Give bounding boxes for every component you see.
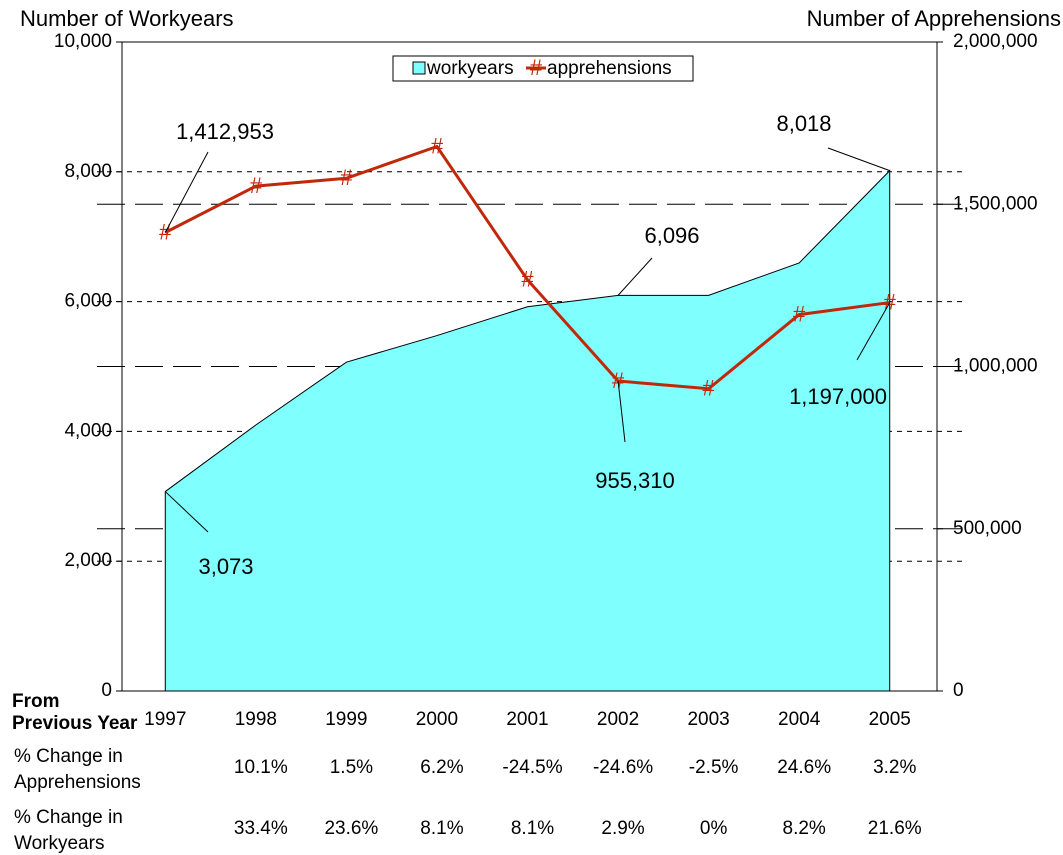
- table-cell: -2.5%: [689, 757, 739, 778]
- x-tick-label: 2005: [869, 709, 911, 730]
- table-cell: -24.5%: [502, 757, 562, 778]
- y-tick-label: 10,000: [54, 31, 112, 52]
- x-tick-label: 1998: [235, 709, 277, 730]
- table-cell: 24.6%: [777, 757, 831, 778]
- marker: #: [521, 267, 534, 292]
- y2-tick-label: 2,000,000: [953, 31, 1038, 52]
- marker: #: [340, 165, 353, 190]
- legend: workyears # apprehensions: [392, 55, 694, 82]
- table-cell: 3.2%: [873, 757, 916, 778]
- y2-tick-label: 0: [953, 680, 964, 701]
- data-label: 1,412,953: [176, 119, 274, 144]
- y-tick-label: 8,000: [64, 161, 112, 182]
- y-tick-label: 2,000: [64, 550, 112, 571]
- y-axis-title: Number of Workyears: [20, 6, 234, 31]
- table-cell: 8.2%: [783, 818, 826, 839]
- leader-line: [856, 302, 891, 361]
- data-label: 3,073: [198, 554, 253, 579]
- y-tick-label: 4,000: [64, 420, 112, 441]
- leader-line: [617, 257, 653, 296]
- legend-swatch: [412, 61, 426, 75]
- leader-line: [164, 491, 209, 533]
- x-tick-label: 1999: [325, 709, 367, 730]
- marker: #: [793, 301, 806, 326]
- table-cell: 10.1%: [234, 757, 288, 778]
- y-tick-label: 6,000: [64, 291, 112, 312]
- row-label: Apprehensions: [14, 772, 141, 793]
- data-label: 1,197,000: [789, 384, 887, 409]
- legend-marker: #: [530, 55, 543, 80]
- x-tick-label: 2004: [778, 709, 821, 730]
- table-title: Previous Year: [12, 713, 138, 734]
- table-cell: 33.4%: [234, 818, 288, 839]
- y2-tick-label: 1,000,000: [953, 356, 1038, 377]
- x-tick-label: 2001: [506, 709, 548, 730]
- leader-line: [617, 380, 626, 443]
- leader-line: [827, 147, 890, 172]
- table-cell: 0%: [700, 818, 728, 839]
- marker: #: [250, 173, 263, 198]
- table-cell: 8.1%: [420, 818, 463, 839]
- leader-line: [164, 151, 209, 233]
- data-label: 8,018: [776, 111, 831, 136]
- y-tick-label: 0: [101, 680, 112, 701]
- data-label: 955,310: [595, 468, 675, 493]
- table-cell: 1.5%: [330, 757, 373, 778]
- row-label: % Change in: [14, 807, 123, 828]
- row-label: Workyears: [14, 833, 104, 854]
- row-label: % Change in: [14, 746, 123, 767]
- table-cell: 6.2%: [420, 757, 463, 778]
- x-tick-label: 2003: [687, 709, 729, 730]
- legend-label: apprehensions: [547, 58, 672, 79]
- area: [164, 169, 891, 692]
- marker: #: [702, 376, 715, 401]
- table-cell: 2.9%: [601, 818, 644, 839]
- table-cell: 21.6%: [868, 818, 922, 839]
- y2-tick-label: 500,000: [953, 518, 1022, 539]
- y2-tick-label: 1,500,000: [953, 193, 1038, 214]
- table-cell: -24.6%: [593, 757, 653, 778]
- marks: ## #### ## #: [159, 133, 897, 692]
- x-tick-label: 2002: [597, 709, 639, 730]
- x-tick-label: 1997: [144, 709, 186, 730]
- table-cell: 23.6%: [324, 818, 378, 839]
- table-cell: 8.1%: [511, 818, 554, 839]
- legend-label: workyears: [426, 58, 514, 79]
- x-tick-label: 2000: [416, 709, 458, 730]
- data-label: 6,096: [644, 223, 699, 248]
- marker: #: [431, 133, 444, 158]
- marker: #: [612, 368, 625, 393]
- line: [164, 144, 890, 391]
- table-title: From: [12, 691, 60, 712]
- y2-axis-title: Number of Apprehensions: [807, 6, 1061, 31]
